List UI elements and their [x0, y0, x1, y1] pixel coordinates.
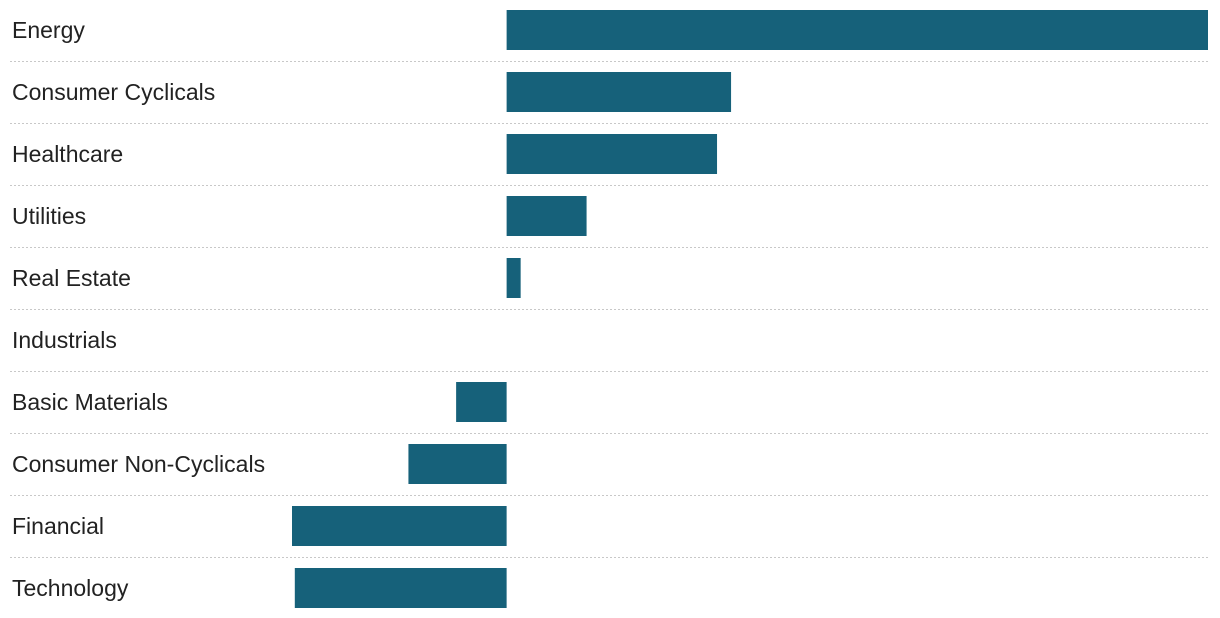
bar-basic-materials — [456, 382, 507, 422]
category-label-basic-materials: Basic Materials — [12, 389, 168, 415]
category-label-healthcare: Healthcare — [12, 141, 123, 167]
category-label-utilities: Utilities — [12, 203, 86, 229]
category-label-consumer-cyclicals: Consumer Cyclicals — [12, 79, 215, 105]
category-label-consumer-non-cyclicals: Consumer Non-Cyclicals — [12, 451, 265, 477]
category-label-energy: Energy — [12, 17, 85, 43]
bar-technology — [294, 568, 507, 608]
bar-healthcare — [506, 134, 718, 174]
category-label-financial: Financial — [12, 513, 104, 539]
bars — [292, 10, 1209, 608]
category-label-industrials: Industrials — [12, 327, 117, 353]
bar-financial — [292, 506, 507, 546]
category-label-technology: Technology — [12, 575, 129, 601]
bar-real-estate — [506, 258, 521, 298]
category-labels: Energy Consumer Cyclicals Healthcare Utilit… — [12, 17, 265, 601]
category-label-real-estate: Real Estate — [12, 265, 131, 291]
bar-consumer-non-cyclicals — [408, 444, 507, 484]
bar-consumer-cyclicals — [506, 72, 732, 112]
bar-energy — [506, 10, 1209, 50]
bar-utilities — [506, 196, 587, 236]
